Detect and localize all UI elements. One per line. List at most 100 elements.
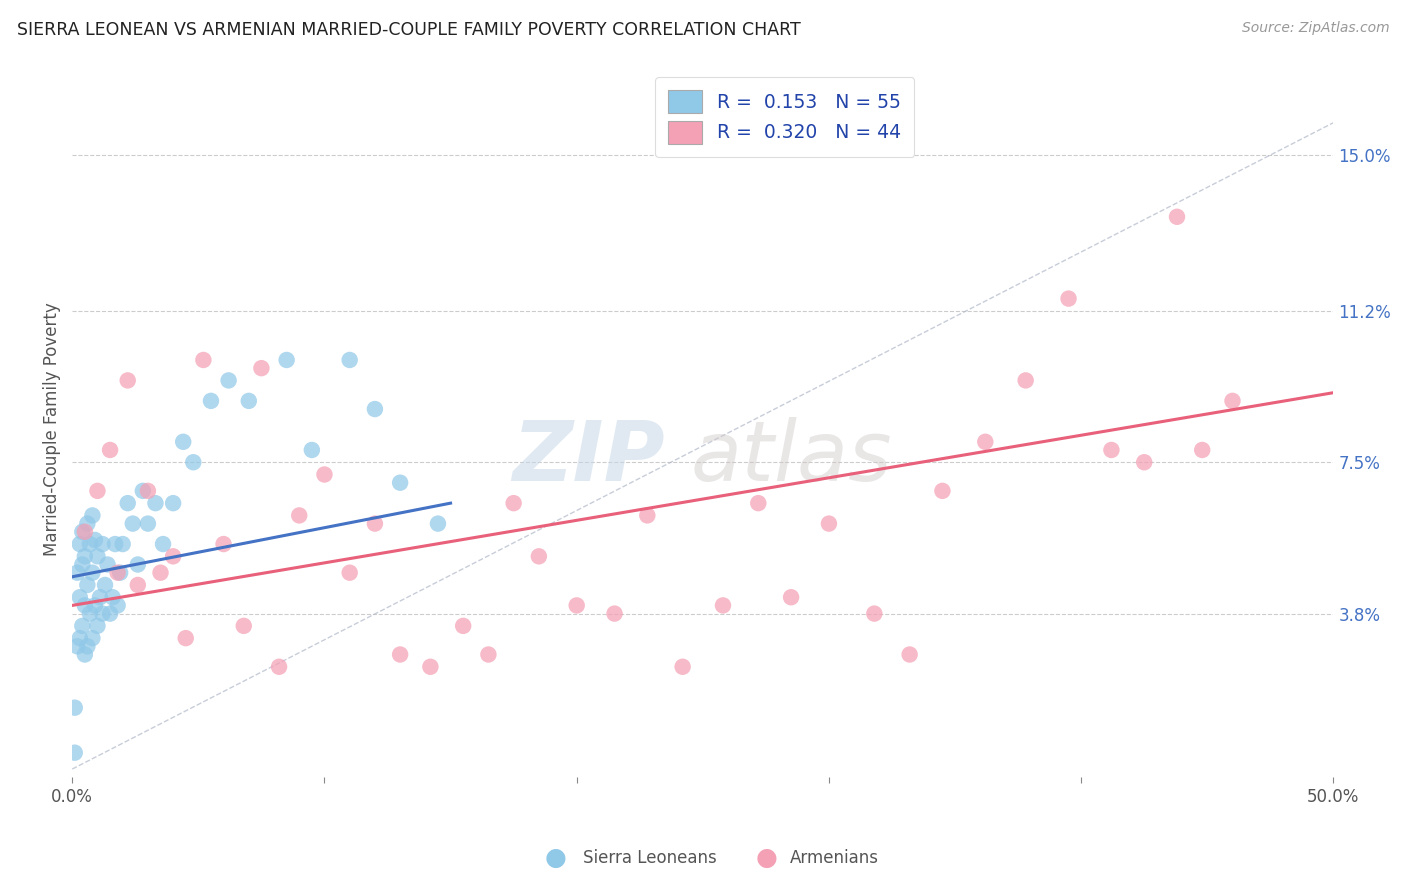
Point (69, 537, 91, 551)
Text: ●: ● (755, 847, 778, 870)
Point (91, 537, 114, 551)
Point (76, 516, 98, 531)
Point (145, 496, 167, 510)
Point (174, 631, 197, 645)
Point (82, 508, 104, 523)
Point (82, 566, 104, 580)
Point (212, 537, 235, 551)
Point (162, 496, 184, 510)
Point (711, 599, 734, 613)
Point (84, 599, 107, 613)
Point (101, 591, 124, 605)
Point (136, 516, 159, 531)
Point (565, 599, 588, 613)
Point (193, 353, 215, 368)
Point (72, 619, 94, 633)
Point (96, 558, 118, 572)
Point (152, 537, 174, 551)
Point (232, 619, 254, 633)
Point (288, 508, 311, 523)
Point (73, 549, 96, 564)
Point (364, 516, 387, 531)
Text: Armenians: Armenians (790, 849, 879, 867)
Y-axis label: Married-Couple Family Poverty: Married-Couple Family Poverty (44, 302, 60, 557)
Point (107, 599, 129, 613)
Point (267, 660, 290, 674)
Point (477, 648, 499, 662)
Point (72, 524, 94, 539)
Point (636, 508, 658, 523)
Point (181, 455, 204, 469)
Point (63, 700, 86, 714)
Point (73, 524, 96, 539)
Point (72, 558, 94, 572)
Point (1222, 393, 1244, 408)
Point (127, 578, 149, 592)
Point (66, 566, 89, 580)
Point (76, 578, 98, 592)
Point (672, 660, 695, 674)
Point (1014, 373, 1036, 387)
Point (127, 558, 149, 572)
Point (603, 607, 626, 621)
Point (419, 660, 441, 674)
Point (931, 483, 953, 498)
Point (314, 467, 336, 482)
Point (121, 516, 143, 531)
Point (898, 648, 921, 662)
Point (84, 533, 107, 547)
Point (162, 549, 184, 564)
Point (63, 746, 86, 760)
Point (339, 353, 361, 368)
Point (451, 619, 474, 633)
Point (73, 648, 96, 662)
Point (1166, 210, 1188, 224)
Point (426, 516, 449, 531)
Point (89, 591, 111, 605)
Point (79, 537, 101, 551)
Point (780, 591, 803, 605)
Point (149, 566, 172, 580)
Point (69, 631, 91, 645)
Point (389, 648, 412, 662)
Point (218, 373, 240, 387)
Point (389, 475, 412, 490)
Point (117, 373, 139, 387)
Point (117, 496, 139, 510)
Text: ZIP: ZIP (512, 417, 665, 498)
Point (98, 442, 121, 457)
Point (86, 619, 108, 633)
Point (1191, 442, 1213, 457)
Point (250, 361, 273, 376)
Point (73, 599, 96, 613)
Point (863, 607, 886, 621)
Text: atlas: atlas (690, 417, 891, 498)
Point (98, 607, 121, 621)
Point (69, 591, 91, 605)
Point (132, 483, 155, 498)
Point (301, 442, 323, 457)
Point (527, 549, 550, 564)
Point (238, 393, 260, 408)
Text: Sierra Leoneans: Sierra Leoneans (583, 849, 717, 867)
Point (200, 393, 222, 408)
Point (1133, 455, 1156, 469)
Legend: R =  0.153   N = 55, R =  0.320   N = 44: R = 0.153 N = 55, R = 0.320 N = 44 (655, 78, 914, 157)
Point (1099, 442, 1122, 457)
Point (364, 402, 387, 417)
Point (104, 537, 127, 551)
Point (818, 516, 841, 531)
Point (136, 483, 159, 498)
Point (94, 578, 117, 592)
Point (172, 434, 194, 449)
Point (86, 483, 108, 498)
Point (76, 640, 98, 654)
Point (66, 640, 89, 654)
Point (108, 566, 131, 580)
Text: Source: ZipAtlas.com: Source: ZipAtlas.com (1241, 21, 1389, 36)
Point (91, 607, 114, 621)
Point (107, 566, 129, 580)
Point (974, 434, 997, 449)
Point (502, 496, 524, 510)
Point (276, 353, 298, 368)
